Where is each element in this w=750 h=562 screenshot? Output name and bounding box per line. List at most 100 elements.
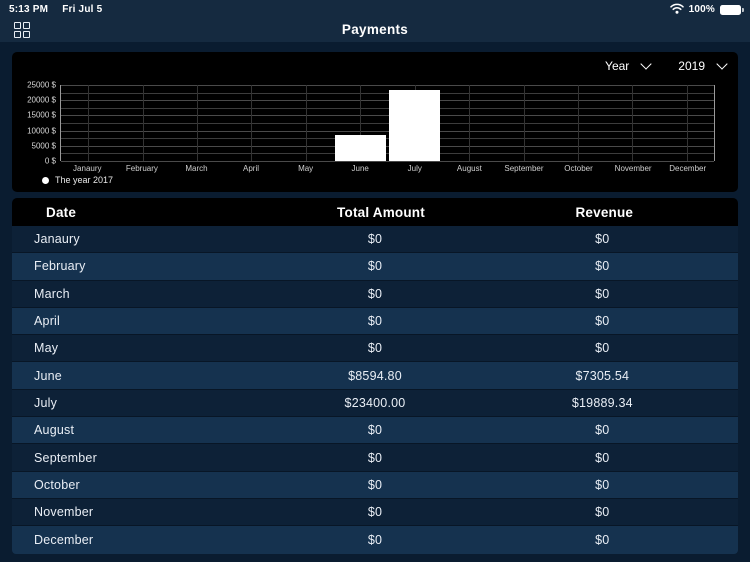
gridline — [251, 85, 253, 161]
cell-total-amount: $0 — [367, 232, 383, 247]
table-row-april: April $0 $0 — [12, 307, 738, 336]
cell-revenue: $0 — [595, 341, 610, 356]
cell-date: November — [34, 505, 94, 520]
gridline — [61, 115, 714, 117]
battery-percent: 100% — [688, 4, 715, 15]
status-bar: 5:13 PM Fri Jul 5 100% — [0, 0, 750, 17]
bar-july — [389, 89, 440, 161]
cell-total-amount: $0 — [367, 450, 383, 465]
cell-revenue: $0 — [595, 423, 610, 438]
legend-dot-icon — [42, 176, 49, 184]
table-body: Janaury $0 $0 February $0 $0 March $0 $0 April $0 $… — [12, 226, 738, 554]
gridline — [142, 85, 144, 161]
x-axis-label: October — [564, 164, 593, 173]
cell-total-amount: $0 — [367, 341, 383, 356]
cell-total-amount: $0 — [367, 423, 383, 438]
table-row-janaury: Janaury $0 $0 — [12, 226, 738, 254]
gridline — [523, 85, 525, 161]
x-axis-label: April — [243, 164, 260, 173]
x-axis-label: Janaury — [73, 164, 102, 173]
gridline — [88, 85, 90, 161]
y-axis-label: 5000 $ — [31, 141, 56, 151]
payments-table: Date Total Amount Revenue Janaury $0 $0 Feb… — [12, 198, 738, 554]
gridline — [61, 123, 714, 124]
gridline — [686, 85, 688, 161]
battery-icon — [720, 4, 744, 15]
cell-revenue: $19889.34 — [571, 395, 633, 410]
cell-date: Janaury — [34, 232, 80, 247]
app-header: Payments — [0, 17, 750, 42]
table-row-september: September $0 $0 — [12, 444, 738, 472]
bar-chart-plot: 25000 $ 20000 $ 15000 $ 10000 $ 5000 $ 0 $ — [27, 81, 715, 166]
status-date: Fri Jul 5 — [62, 4, 103, 15]
chart-legend: The year 2017 — [42, 175, 113, 185]
x-axis-label: December — [669, 164, 707, 173]
x-axis-label: May — [298, 164, 314, 173]
gridline — [61, 85, 714, 86]
cell-total-amount: $0 — [367, 532, 383, 547]
status-time: 5:13 PM — [9, 4, 49, 15]
gridline — [305, 85, 307, 161]
gridline — [61, 107, 714, 109]
x-axis-label: July — [407, 164, 422, 173]
y-axis-label: 25000 $ — [27, 80, 56, 90]
bar-june — [334, 134, 386, 161]
y-axis-label: 0 $ — [44, 156, 56, 166]
x-axis-label: September — [504, 164, 544, 173]
grid-menu-icon[interactable] — [14, 21, 30, 38]
cell-revenue: $0 — [595, 505, 610, 520]
table-row-march: March $0 $0 — [12, 280, 738, 308]
cell-date: May — [34, 341, 59, 356]
cell-total-amount: $0 — [367, 286, 383, 301]
gridline — [360, 85, 362, 161]
gridline — [61, 92, 714, 94]
cell-total-amount: $0 — [367, 477, 383, 492]
year-dropdown-value: 2019 — [678, 59, 705, 73]
period-dropdown-label: Year — [605, 59, 630, 73]
cell-date: September — [34, 450, 97, 465]
cell-total-amount: $23400.00 — [344, 395, 406, 410]
chevron-down-icon — [640, 57, 652, 70]
cell-revenue: $0 — [595, 314, 610, 329]
y-axis-label: 20000 $ — [27, 95, 56, 105]
cell-date: April — [34, 314, 61, 329]
y-axis-label: 10000 $ — [27, 126, 56, 136]
table-row-october: October $0 $0 — [12, 471, 738, 499]
cell-revenue: $0 — [595, 259, 610, 274]
x-axis-labels: Janaury February March April May June July Augu… — [60, 164, 715, 176]
cell-total-amount: $0 — [367, 259, 383, 274]
gridline — [577, 85, 579, 161]
x-axis-label: March — [185, 164, 208, 173]
table-row-june: June $8594.80 $7305.54 — [12, 362, 738, 390]
cell-revenue: $0 — [595, 477, 610, 492]
cell-date: July — [34, 395, 58, 410]
cell-total-amount: $0 — [367, 505, 383, 520]
chevron-down-icon — [716, 57, 728, 70]
gridline — [197, 85, 199, 161]
x-axis-label: June — [351, 164, 369, 173]
x-axis-label: November — [614, 164, 652, 173]
table-row-august: August $0 $0 — [12, 417, 738, 445]
x-axis-label: August — [456, 164, 482, 173]
gridline — [61, 145, 714, 147]
gridline — [632, 85, 634, 161]
y-axis-label: 15000 $ — [27, 110, 56, 120]
wifi-icon — [669, 3, 684, 17]
cell-revenue: $0 — [595, 450, 610, 465]
table-row-december: December $0 $0 — [12, 526, 738, 554]
gridline — [61, 130, 714, 132]
cell-date: March — [34, 286, 70, 301]
period-dropdown[interactable]: Year — [605, 57, 652, 73]
table-row-february: February $0 $0 — [12, 253, 738, 281]
cell-date: December — [34, 532, 94, 547]
gridline — [61, 100, 714, 102]
column-header-date: Date — [46, 204, 77, 220]
table-header: Date Total Amount Revenue — [12, 198, 738, 226]
payments-chart-card: Year 2019 25000 $ 20000 $ 15000 $ 10000 $ 50… — [12, 52, 738, 192]
cell-total-amount: $8594.80 — [348, 368, 402, 383]
table-row-july: July $23400.00 $19889.34 — [12, 389, 738, 418]
year-dropdown[interactable]: 2019 — [678, 57, 728, 73]
gridline — [61, 138, 714, 140]
top-bars: 5:13 PM Fri Jul 5 100% Payments — [0, 0, 750, 42]
cell-revenue: $0 — [595, 232, 610, 247]
